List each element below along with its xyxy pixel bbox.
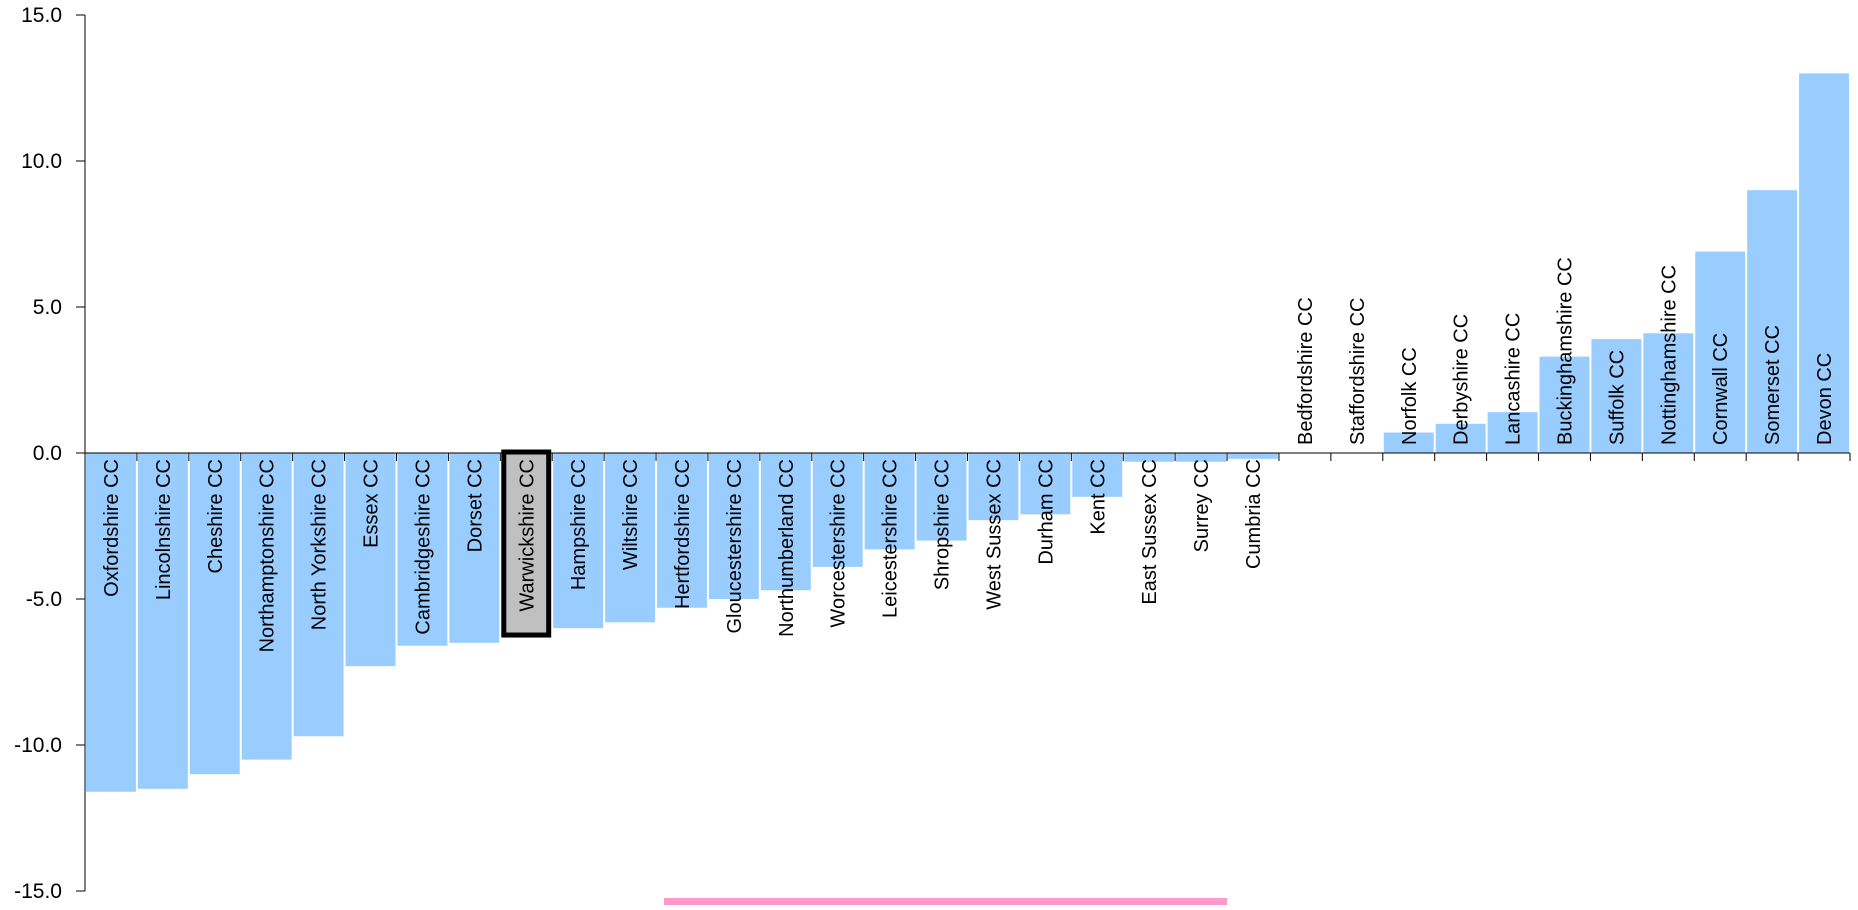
category-label: Lincolnshire CC	[153, 459, 175, 600]
category-label: Cambridgeshire CC	[412, 459, 434, 635]
bar	[241, 453, 292, 760]
category-label: Northumberland CC	[776, 459, 798, 637]
y-tick-label: -10.0	[14, 734, 62, 757]
category-label: Northamptonshire CC	[257, 459, 279, 652]
bar	[1020, 453, 1071, 515]
category-label: Nottinghamshire CC	[1658, 265, 1680, 445]
y-tick-label: 0.0	[33, 442, 62, 465]
bar	[345, 453, 396, 667]
category-label: Leicestershire CC	[880, 459, 902, 618]
category-label: Warwickshire CC	[516, 459, 538, 612]
bar	[1383, 432, 1434, 453]
bar	[293, 453, 344, 737]
category-label: Hertfordshire CC	[672, 459, 694, 609]
y-tick-label: -15.0	[14, 880, 62, 903]
category-labels-group: Oxfordshire CC Lincolnshire CC Cheshire CC…	[101, 257, 1836, 652]
category-label: Cumbria CC	[1243, 459, 1265, 569]
category-label: Bedfordshire CC	[1295, 297, 1317, 445]
bar	[1072, 453, 1123, 497]
bar	[1591, 339, 1642, 453]
bar	[864, 453, 915, 550]
bar	[812, 453, 863, 567]
bar	[708, 453, 759, 599]
axes-group: 15.0 10.0 5.0 0.0 -5.0 -10.0 -15.0	[14, 4, 1851, 905]
bar	[189, 453, 240, 775]
bar	[449, 453, 500, 643]
category-label: Cheshire CC	[205, 459, 227, 573]
category-label: Wiltshire CC	[620, 459, 642, 570]
bar	[1487, 412, 1538, 453]
category-label: Oxfordshire CC	[101, 459, 123, 597]
bar	[553, 453, 604, 629]
bar	[1435, 423, 1486, 453]
category-label: Derbyshire CC	[1451, 314, 1473, 445]
bar	[137, 453, 188, 789]
bar	[760, 453, 811, 591]
bar-highlighted	[501, 449, 552, 638]
bar	[1124, 453, 1175, 462]
category-label: West Sussex CC	[983, 459, 1005, 610]
category-label: Hampshire CC	[568, 459, 590, 590]
y-tick-label: 5.0	[33, 296, 62, 319]
category-label: Norfolk CC	[1399, 347, 1421, 445]
category-label: Shropshire CC	[932, 459, 954, 590]
category-label: Gloucestershire CC	[724, 459, 746, 634]
bar	[1176, 453, 1227, 462]
y-tick-label: 15.0	[21, 4, 62, 27]
bar	[86, 453, 136, 792]
bar	[916, 453, 967, 541]
bars-group	[86, 73, 1849, 792]
category-label: Lancashire CC	[1503, 313, 1525, 445]
category-label: Worcestershire CC	[828, 459, 850, 628]
category-label: Devon CC	[1814, 353, 1836, 445]
bar	[397, 453, 448, 646]
category-label: Durham CC	[1035, 459, 1057, 565]
bar	[1747, 190, 1798, 453]
category-label: Suffolk CC	[1606, 350, 1628, 445]
bar	[1539, 356, 1590, 453]
category-label: North Yorkshire CC	[309, 459, 331, 630]
category-label: Staffordshire CC	[1347, 298, 1369, 445]
category-label: Kent CC	[1087, 459, 1109, 535]
y-tick-label: 10.0	[21, 150, 62, 173]
bar	[1228, 453, 1278, 459]
bar	[968, 453, 1019, 521]
category-label: Dorset CC	[464, 459, 486, 552]
bar	[1643, 333, 1694, 453]
bar	[657, 453, 707, 608]
bottom-strip	[664, 898, 1227, 905]
category-label: East Sussex CC	[1139, 459, 1161, 605]
bar	[1799, 73, 1849, 454]
y-tick-label: -5.0	[26, 588, 62, 611]
category-label: Cornwall CC	[1710, 333, 1732, 445]
bar	[605, 453, 656, 623]
category-label: Essex CC	[361, 459, 383, 548]
category-label: Somerset CC	[1762, 325, 1784, 445]
category-label: Buckinghamshire CC	[1554, 257, 1576, 445]
category-label: Surrey CC	[1191, 459, 1213, 552]
bar	[1695, 251, 1746, 453]
